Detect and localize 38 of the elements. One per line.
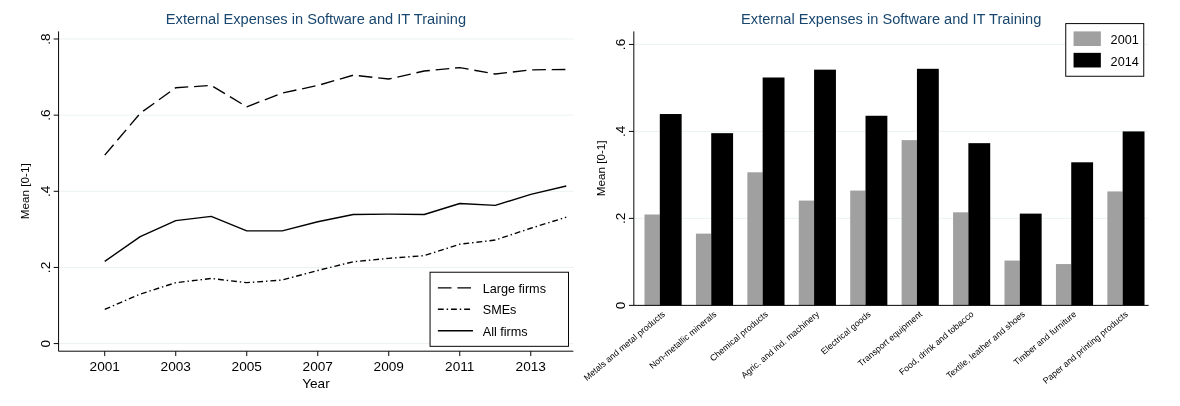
bar [644, 214, 660, 306]
legend-label: Large firms [482, 281, 547, 296]
chart-title: External Expenses in Software and IT Training [741, 10, 1042, 27]
y-tick-label: .2 [613, 212, 629, 225]
x-axis-title: Year [302, 376, 331, 392]
y-tick-label: .4 [613, 125, 629, 138]
legend-label: All firms [482, 324, 528, 339]
chart-title: External Expenses in Software and IT Training [165, 10, 467, 27]
bar [953, 212, 969, 306]
bar [1055, 264, 1072, 306]
x-tick-label: 2009 [373, 358, 404, 374]
bar [901, 140, 917, 306]
x-tick-label: 2003 [160, 358, 191, 374]
y-tick-label: .4 [37, 185, 53, 197]
bar [695, 233, 712, 306]
y-tick-label: 0 [37, 339, 53, 348]
y-tick-label: .8 [37, 33, 53, 45]
bar [747, 172, 763, 306]
legend-label: 2001 [1110, 33, 1139, 48]
y-tick-label: .6 [37, 109, 53, 121]
x-tick-label: 2005 [231, 358, 263, 374]
x-tick-label: 2007 [302, 358, 333, 374]
y-axis-title: Mean [0-1] [593, 140, 607, 197]
bar [850, 190, 866, 306]
bar [1107, 191, 1123, 306]
x-tick-label: 2001 [89, 358, 120, 374]
x-tick-label: 2011 [445, 358, 475, 374]
y-tick-label: 0 [613, 301, 629, 310]
bar [1004, 260, 1020, 306]
legend-label: SMEs [482, 303, 517, 318]
y-axis-title: Mean [0-1] [18, 163, 32, 220]
bar [798, 200, 815, 306]
y-tick-label: .6 [613, 38, 629, 51]
line-series [104, 66, 567, 156]
y-tick-label: .2 [37, 261, 53, 274]
legend-label: 2014 [1110, 54, 1139, 69]
line-series [104, 185, 567, 263]
x-tick-label: 2013 [515, 358, 546, 374]
